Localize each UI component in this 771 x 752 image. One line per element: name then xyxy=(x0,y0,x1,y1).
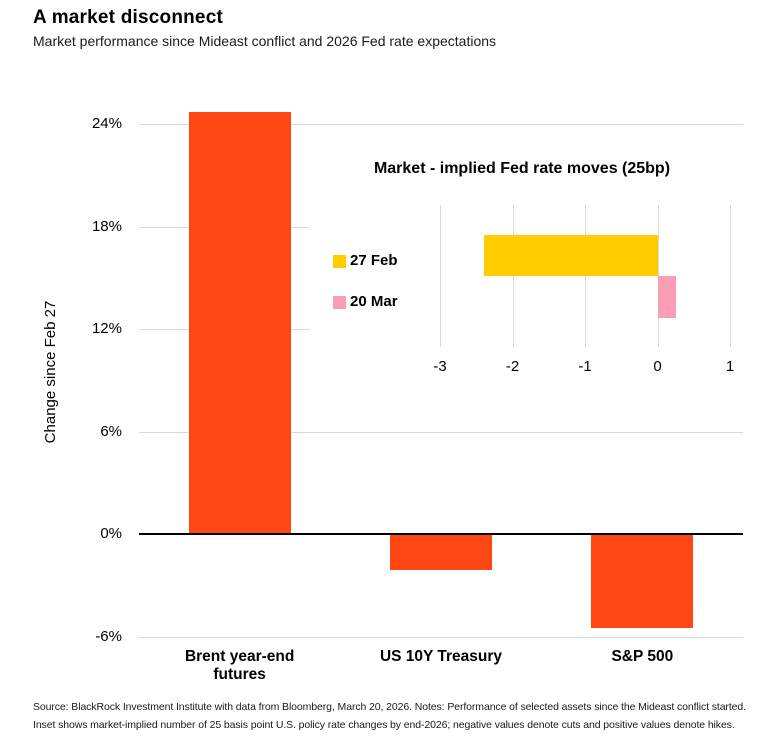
y-tick-label: -6% xyxy=(95,627,122,645)
bar-s&p-500 xyxy=(591,534,694,628)
inset-gridline xyxy=(512,205,514,347)
legend-swatch-pink xyxy=(333,296,346,309)
y-tick-label: 24% xyxy=(91,115,122,132)
category-label: S&P 500 xyxy=(611,648,674,665)
legend-item: 27 Feb xyxy=(333,252,423,270)
category-label: US 10Y Treasury xyxy=(379,648,503,665)
legend-label: 20 Mar xyxy=(350,293,398,310)
zero-axis-line xyxy=(139,533,743,535)
page-subtitle: Market performance since Mideast conflic… xyxy=(33,33,497,49)
y-tick-label: 12% xyxy=(91,320,122,337)
inset-x-tick-label: -3 xyxy=(433,358,447,375)
inset-x-tick-label: -1 xyxy=(578,358,592,375)
inset-gridline xyxy=(440,205,441,347)
bar-us-10y-treasury xyxy=(390,534,492,570)
inset-chart: Market - implied Fed rate moves (25bp) -… xyxy=(310,148,771,385)
inset-x-tick-label: -2 xyxy=(505,358,520,375)
y-axis-label: Change since Feb 27 xyxy=(42,300,59,444)
gridline xyxy=(139,124,743,125)
y-tick-label: 0% xyxy=(100,525,122,542)
gridline xyxy=(139,431,743,433)
legend-swatch-yellow xyxy=(333,255,346,268)
inset-title: Market - implied Fed rate moves (25bp) xyxy=(373,160,671,177)
inset-x-tick-label: 1 xyxy=(725,358,735,375)
gridline xyxy=(139,636,743,638)
page-title: A market disconnect xyxy=(33,7,223,28)
y-tick-label: 18% xyxy=(91,217,122,235)
y-tick-label: 6% xyxy=(100,422,122,440)
category-label: Brent year-end futures xyxy=(184,648,295,683)
legend-label: 27 Feb xyxy=(350,252,398,269)
source-note: Source: BlackRock Investment Institute w… xyxy=(33,701,746,731)
bar-brent-year-end-futures xyxy=(188,112,291,534)
inset-bar-27-feb xyxy=(483,235,658,276)
inset-x-tick-label: 0 xyxy=(653,358,662,375)
inset-bar-20-mar xyxy=(657,276,676,318)
inset-gridline xyxy=(585,205,586,347)
legend-item: 20 Mar xyxy=(333,293,423,311)
inset-gridline xyxy=(730,205,731,347)
